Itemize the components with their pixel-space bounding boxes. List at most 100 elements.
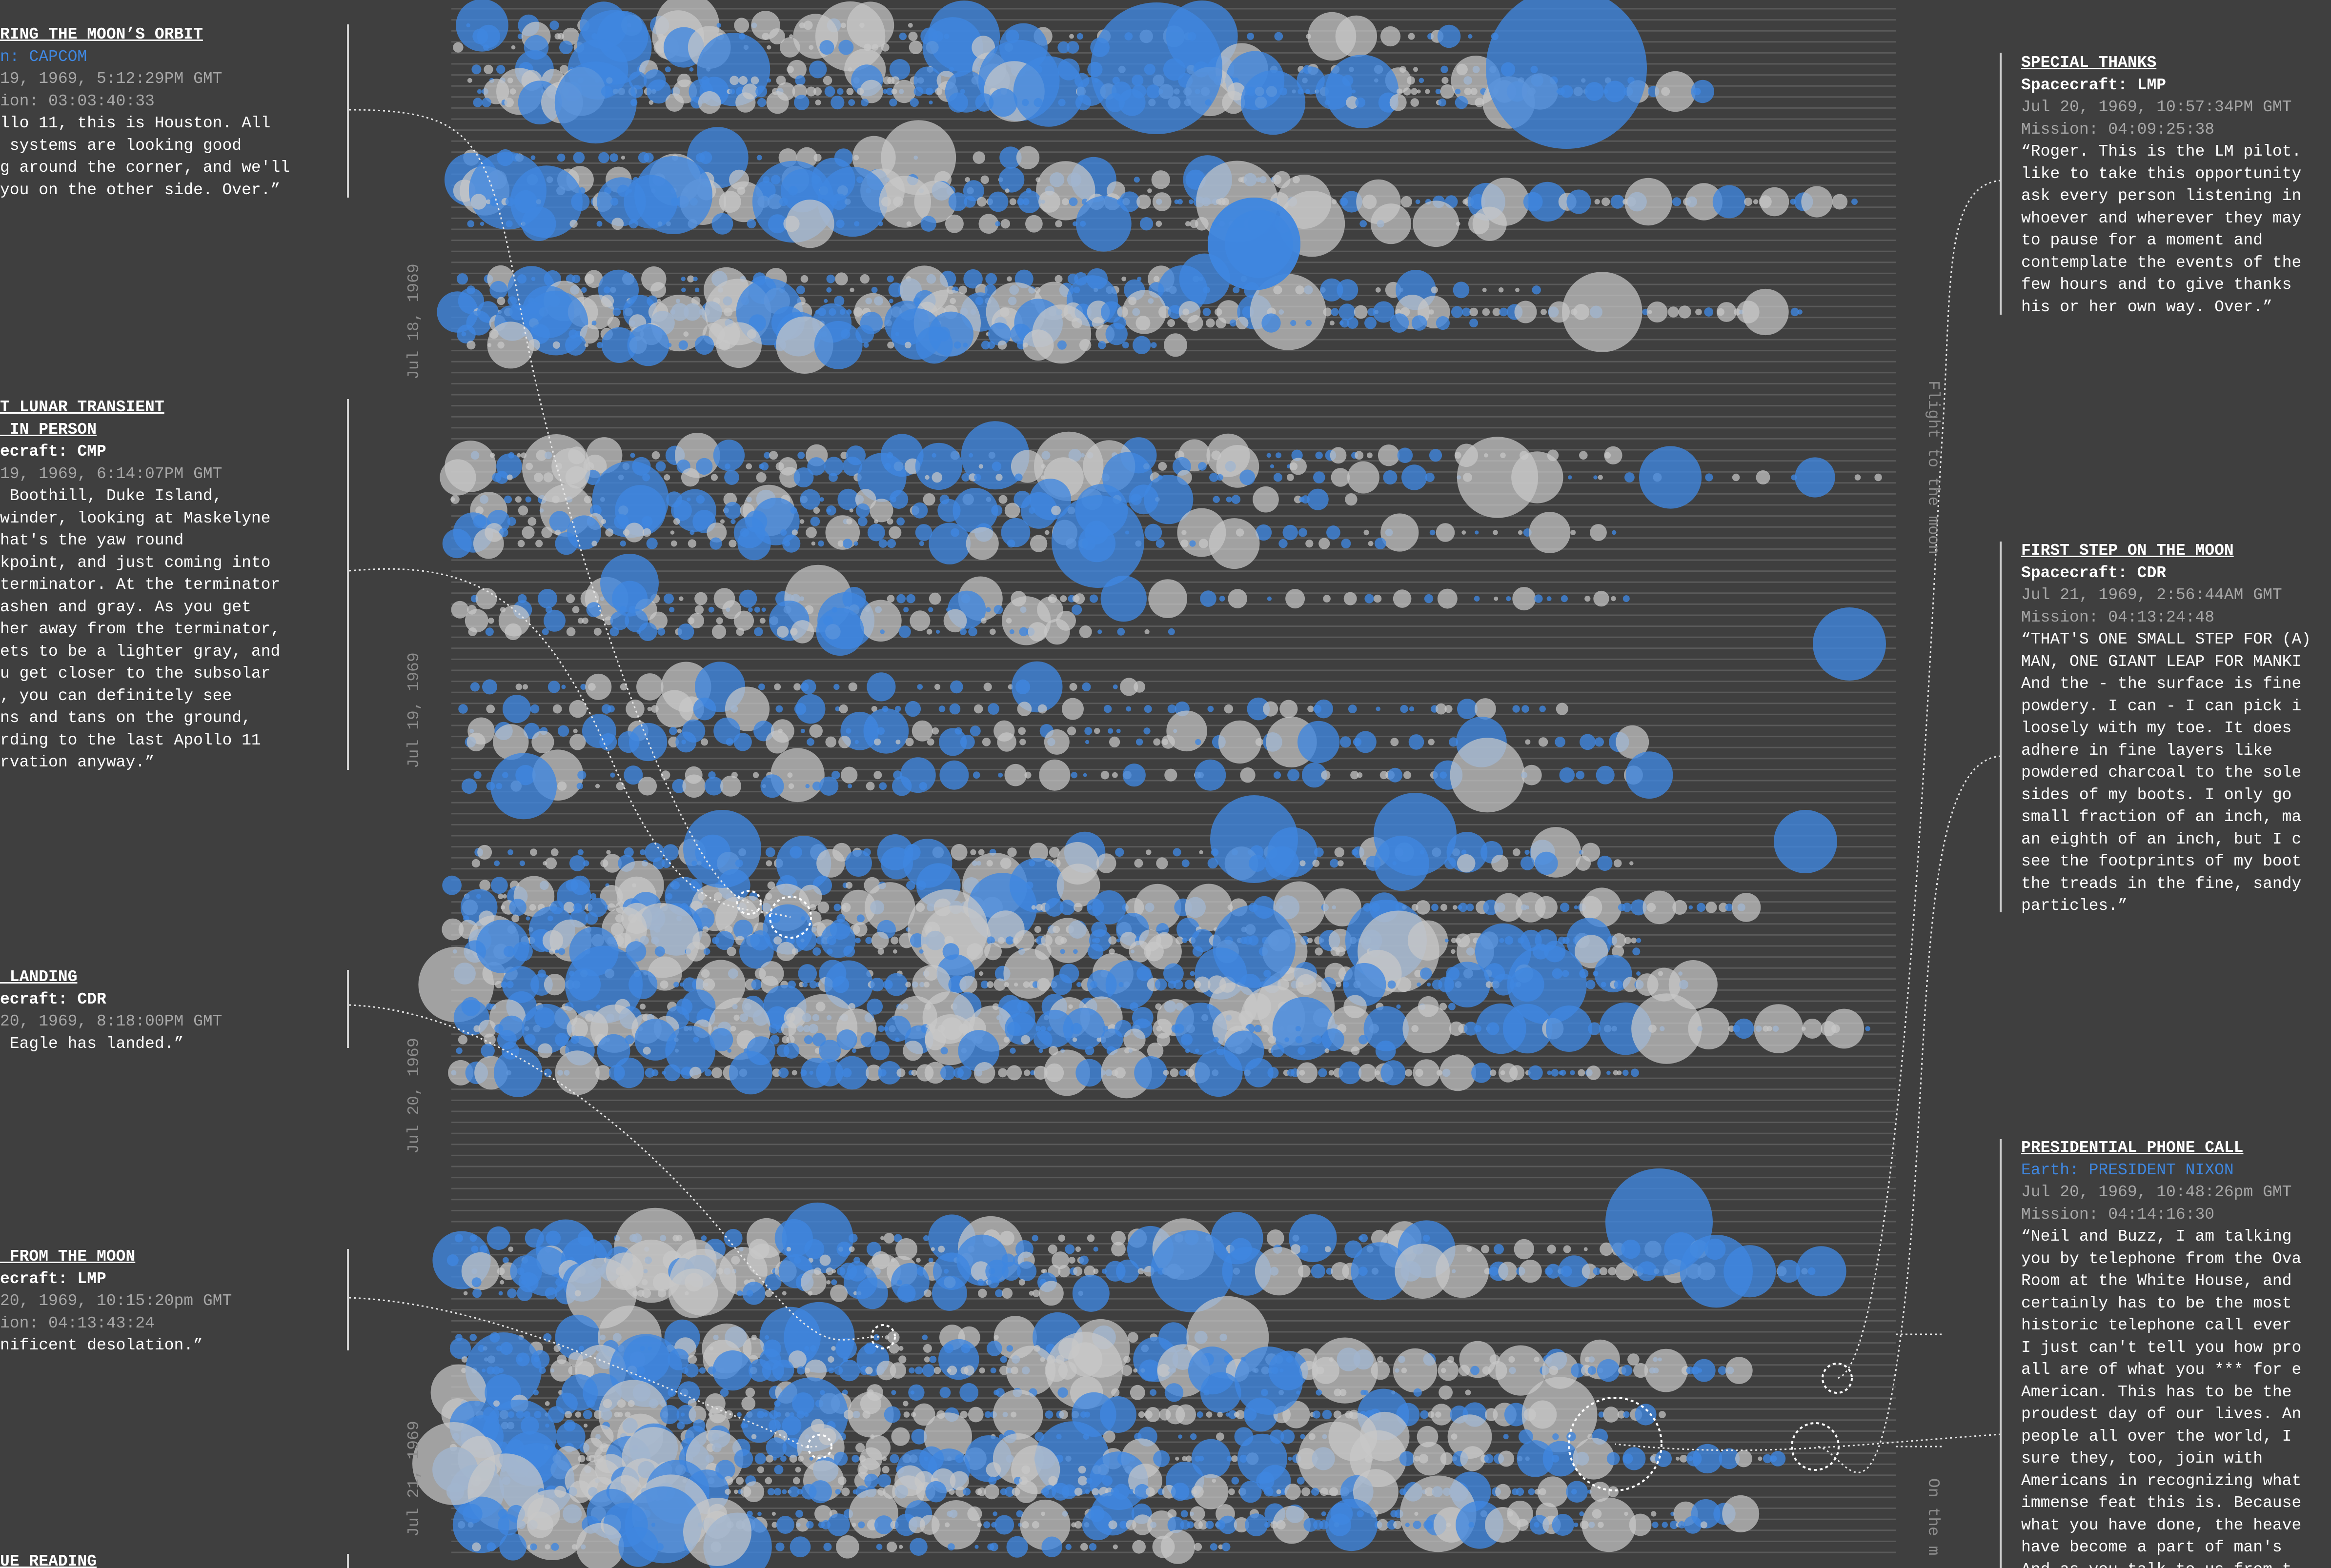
- earth-transmission-bubble: [1116, 728, 1121, 733]
- spacecraft-transmission-bubble: [1022, 329, 1054, 361]
- spacecraft-transmission-bubble: [1459, 1365, 1470, 1376]
- spacecraft-transmission-bubble: [479, 880, 491, 891]
- earth-transmission-bubble: [836, 1029, 857, 1050]
- earth-transmission-bubble: [730, 519, 736, 524]
- earth-transmission-bubble: [1195, 759, 1226, 791]
- spacecraft-transmission-bubble: [979, 1367, 985, 1374]
- earth-transmission-bubble: [1052, 495, 1144, 588]
- earth-transmission-bubble: [940, 1065, 955, 1081]
- earth-transmission-bubble: [903, 607, 909, 613]
- spacecraft-transmission-bubble: [1044, 1049, 1090, 1096]
- spacecraft-transmission-bubble: [1440, 1452, 1453, 1465]
- earth-transmission-bubble: [1213, 1037, 1219, 1043]
- spacecraft-transmission-bubble: [819, 1254, 831, 1266]
- earth-transmission-bubble: [1058, 99, 1066, 106]
- spacecraft-transmission-bubble: [1069, 683, 1077, 691]
- earth-transmission-bubble: [804, 1239, 825, 1259]
- spacecraft-transmission-bubble: [1236, 317, 1249, 330]
- earth-transmission-bubble: [1555, 737, 1565, 747]
- earth-transmission-bubble: [713, 440, 745, 471]
- spacecraft-transmission-bubble: [1190, 1506, 1205, 1522]
- earth-transmission-bubble: [827, 1513, 850, 1536]
- earth-transmission-bubble: [1532, 285, 1541, 295]
- spacecraft-transmission-bubble: [924, 1356, 931, 1363]
- spacecraft-transmission-bubble: [932, 1500, 981, 1549]
- spacecraft-transmission-bubble: [926, 629, 932, 635]
- earth-transmission-bubble: [948, 92, 969, 113]
- spacecraft-transmission-bubble: [808, 1291, 813, 1296]
- earth-transmission-bubble: [628, 219, 638, 229]
- spacecraft-transmission-bubble: [1144, 629, 1150, 634]
- earth-transmission-bubble: [716, 23, 721, 28]
- earth-transmission-bubble: [696, 458, 713, 475]
- spacecraft-transmission-bubble: [1824, 1008, 1865, 1049]
- earth-transmission-bubble: [1399, 1451, 1415, 1467]
- earth-transmission-bubble: [1424, 594, 1434, 603]
- spacecraft-transmission-bubble: [1540, 309, 1547, 315]
- earth-transmission-bubble: [1341, 539, 1351, 549]
- day-axis-label: Jul 20, 1969: [405, 1038, 423, 1154]
- spacecraft-transmission-bubble: [776, 625, 789, 638]
- annotation-quote: nificent desolation.”: [0, 1336, 203, 1354]
- earth-transmission-bubble: [661, 858, 671, 868]
- spacecraft-transmission-bubble: [898, 1355, 907, 1364]
- earth-transmission-bubble: [950, 680, 963, 694]
- earth-transmission-bubble: [600, 554, 659, 612]
- spacecraft-transmission-bubble: [1631, 993, 1702, 1064]
- spacecraft-transmission-bubble: [927, 738, 934, 746]
- spacecraft-transmission-bubble: [1338, 860, 1344, 866]
- earth-transmission-bubble: [988, 1476, 997, 1485]
- earth-transmission-bubble: [1225, 210, 1293, 278]
- earth-transmission-bubble: [1158, 265, 1208, 315]
- spacecraft-transmission-bubble: [958, 285, 968, 295]
- earth-transmission-bubble: [1486, 0, 1647, 149]
- earth-transmission-bubble: [1358, 1035, 1368, 1045]
- earth-transmission-bubble: [987, 1276, 999, 1288]
- spacecraft-transmission-bubble: [1042, 1268, 1047, 1274]
- spacecraft-transmission-bubble: [511, 45, 516, 50]
- spacecraft-transmission-bubble: [1329, 321, 1335, 326]
- earth-transmission-bubble: [1561, 595, 1568, 603]
- spacecraft-transmission-bubble: [1389, 94, 1407, 111]
- spacecraft-transmission-bubble: [1073, 1266, 1083, 1276]
- earth-transmission-bubble: [1471, 1063, 1492, 1083]
- earth-transmission-bubble: [477, 24, 500, 48]
- annotation-title: FIRST STEP ON THE MOON: [2021, 542, 2234, 560]
- spacecraft-transmission-bubble: [585, 673, 612, 700]
- spacecraft-transmission-bubble: [756, 472, 767, 483]
- spacecraft-transmission-bubble: [1180, 539, 1189, 548]
- spacecraft-transmission-bubble: [1158, 462, 1167, 471]
- spacecraft-transmission-bubble: [1354, 305, 1368, 319]
- spacecraft-transmission-bubble: [1371, 1361, 1390, 1380]
- spacecraft-transmission-bubble: [528, 339, 540, 351]
- earth-transmission-bubble: [1573, 1522, 1579, 1528]
- spacecraft-transmission-bubble: [461, 1356, 468, 1363]
- spacecraft-transmission-bubble: [964, 1365, 974, 1376]
- spacecraft-transmission-bubble: [1484, 1268, 1491, 1275]
- spacecraft-transmission-bubble: [600, 885, 623, 908]
- spacecraft-transmission-bubble: [890, 1362, 907, 1379]
- earth-transmission-bubble: [1440, 65, 1448, 73]
- earth-transmission-bubble: [1796, 1246, 1846, 1297]
- spacecraft-transmission-bubble: [1579, 451, 1588, 460]
- earth-transmission-bubble: [1218, 1515, 1237, 1534]
- annotation-time: Jul 20, 1969, 10:57:34PM GMT: [2021, 98, 2292, 116]
- spacecraft-transmission-bubble: [734, 18, 750, 33]
- spacecraft-transmission-bubble: [970, 849, 976, 855]
- spacecraft-transmission-bubble: [1323, 595, 1331, 603]
- earth-transmission-bubble: [1387, 980, 1396, 989]
- earth-transmission-bubble: [543, 1333, 552, 1342]
- spacecraft-transmission-bubble: [1725, 1357, 1753, 1384]
- earth-transmission-bubble: [733, 733, 752, 751]
- spacecraft-transmission-bubble: [815, 100, 821, 106]
- spacecraft-transmission-bubble: [507, 474, 513, 481]
- spacecraft-transmission-bubble: [1060, 595, 1067, 603]
- spacecraft-transmission-bubble: [1393, 1348, 1438, 1393]
- spacecraft-transmission-bubble: [1222, 91, 1245, 114]
- spacecraft-transmission-bubble: [752, 772, 759, 778]
- earth-transmission-bubble: [613, 1057, 645, 1088]
- spacecraft-transmission-bubble: [891, 936, 899, 945]
- spacecraft-transmission-bubble: [774, 683, 781, 690]
- spacecraft-transmission-bubble: [711, 624, 727, 639]
- earth-transmission-bubble: [1624, 472, 1635, 482]
